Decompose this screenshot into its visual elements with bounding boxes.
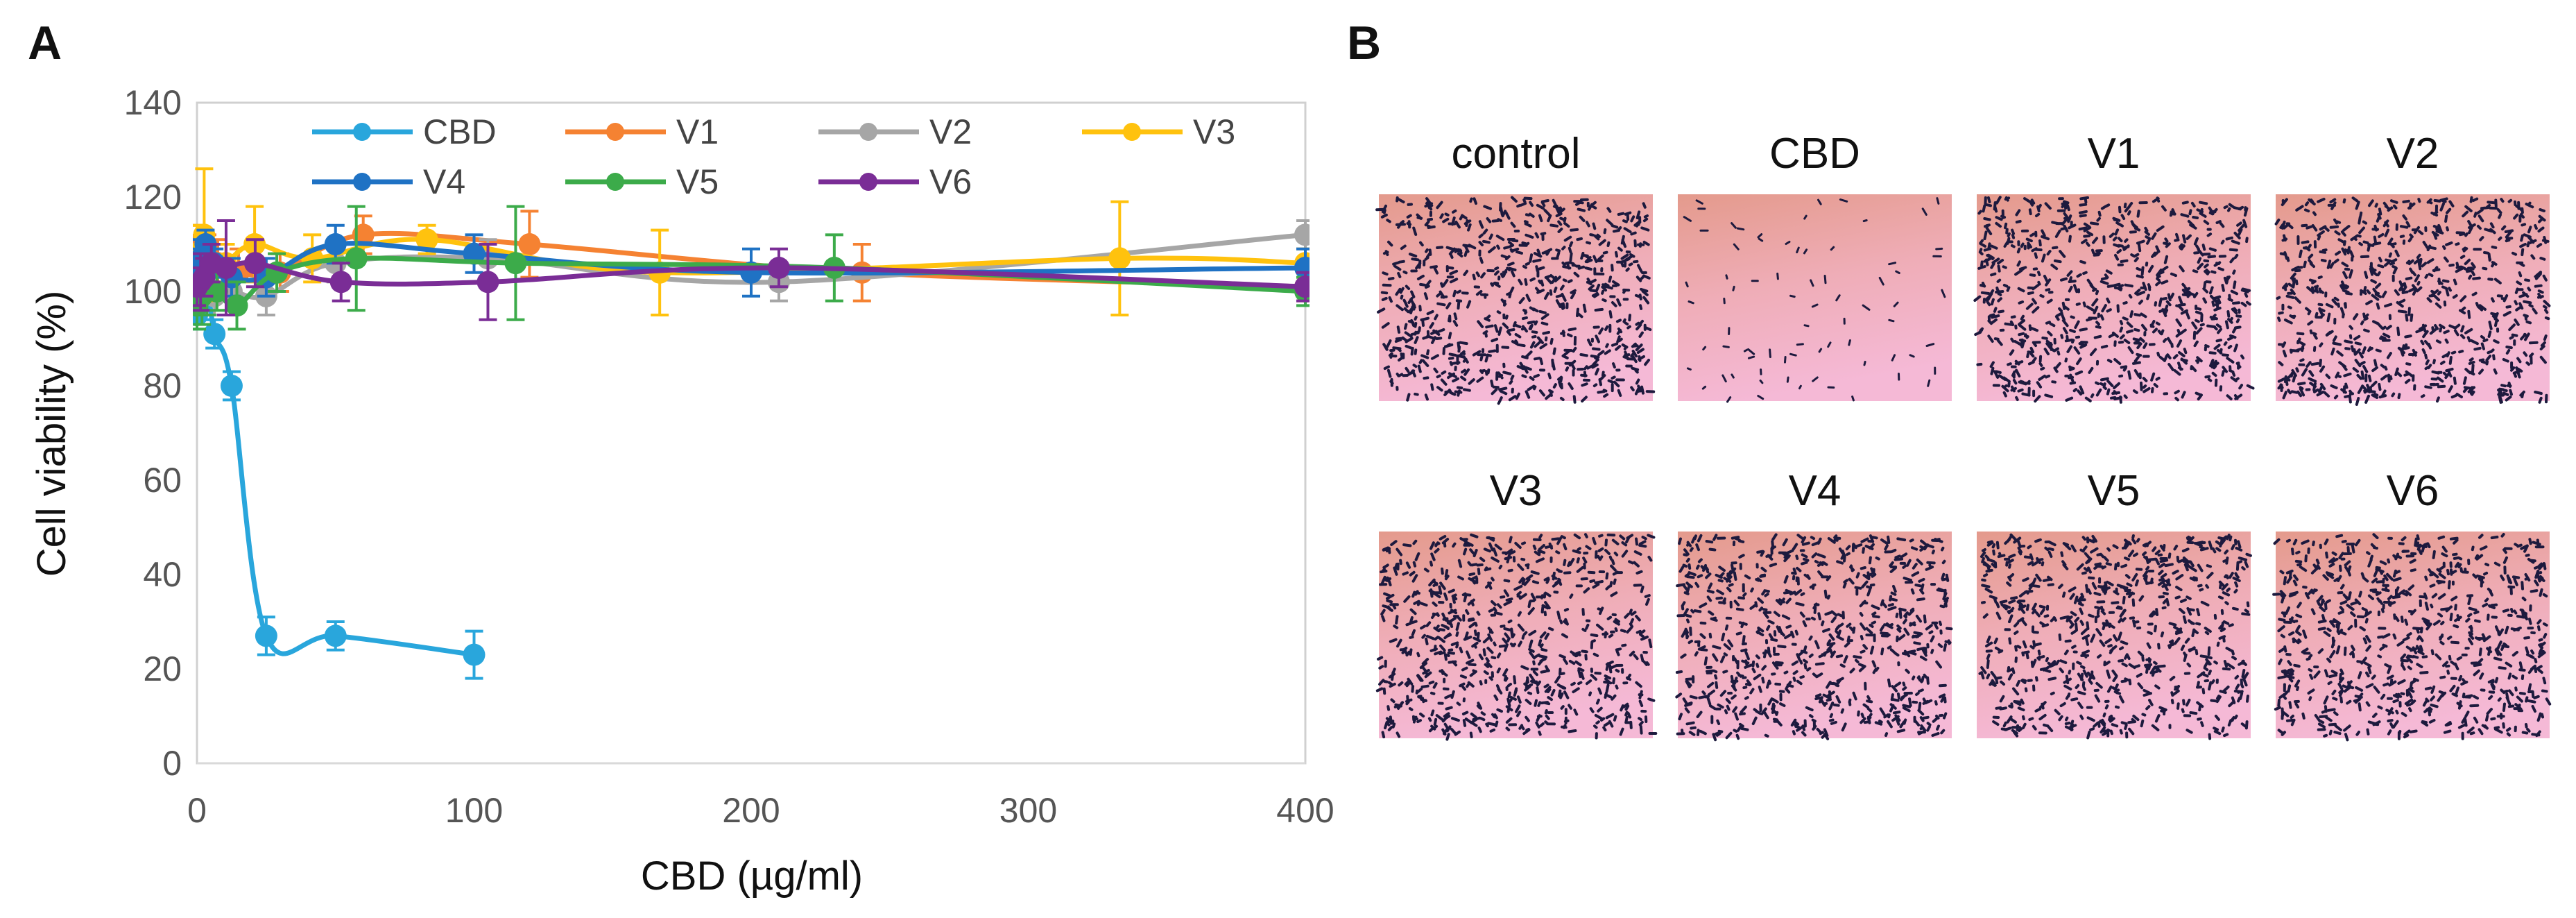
data-point-v2 <box>1294 223 1310 246</box>
data-point-cbd <box>255 624 277 647</box>
legend-label-v3: V3 <box>1193 112 1235 151</box>
x-tick-label: 200 <box>722 791 780 830</box>
legend-label-v2: V2 <box>929 112 972 151</box>
data-point-v5 <box>504 252 527 275</box>
stained-cells <box>2272 533 2552 742</box>
y-tick-label: 120 <box>124 178 182 216</box>
y-tick-label: 40 <box>143 555 182 594</box>
data-point-v5 <box>345 247 368 270</box>
y-tick-label: 100 <box>124 272 182 311</box>
legend-marker-v1 <box>606 123 624 141</box>
well-label: V4 <box>1789 467 1841 515</box>
legend-marker-v3 <box>1123 123 1141 141</box>
well-v1: V1 <box>1973 130 2255 404</box>
viability-chart: 0 20 40 60 80 100 120 140 0 100 200 300 400 CBD (µg… <box>29 83 1334 899</box>
data-point-cbd <box>463 643 486 666</box>
y-tick-label: 60 <box>143 461 182 500</box>
well-images: control CBD V1 V2 V3 V4 V5 V6 <box>1375 130 2552 742</box>
plot-area <box>196 101 1307 765</box>
data-point-v3 <box>415 228 438 251</box>
stained-cells <box>2274 196 2551 406</box>
series-layer <box>193 167 1310 680</box>
series-v6 <box>193 219 1310 321</box>
data-point-v4 <box>463 242 486 265</box>
legend-marker-v6 <box>859 173 877 191</box>
micrograph-v2 <box>2276 194 2550 401</box>
data-point-v1 <box>518 233 541 255</box>
x-axis-ticks: 0 100 200 300 400 <box>187 791 1334 830</box>
y-axis-ticks: 0 20 40 60 80 100 120 140 <box>124 83 182 783</box>
well-v2: V2 <box>2274 130 2551 406</box>
x-tick-label: 100 <box>445 791 503 830</box>
legend-marker-v4 <box>353 173 371 191</box>
legend-label-v6: V6 <box>929 162 972 201</box>
well-label: V1 <box>2088 130 2140 178</box>
well-cbd: CBD <box>1678 130 1952 403</box>
stained-cells <box>1375 533 1658 741</box>
micrograph-control <box>1379 194 1653 401</box>
legend-label-v1: V1 <box>676 112 719 151</box>
micrograph-v1 <box>1977 194 2251 401</box>
x-tick-label: 400 <box>1276 791 1334 830</box>
panel-letter-b: B <box>1347 17 1381 69</box>
well-label: control <box>1451 130 1580 178</box>
x-tick-label: 300 <box>999 791 1057 830</box>
data-point-cbd <box>203 323 226 346</box>
y-tick-label: 140 <box>124 83 182 122</box>
y-tick-label: 0 <box>162 744 182 783</box>
data-point-v6 <box>476 271 499 294</box>
data-point-cbd <box>220 375 243 397</box>
panel-letter-a: A <box>28 17 62 69</box>
well-control: control <box>1375 130 1656 405</box>
data-point-v6 <box>767 257 790 279</box>
stained-cells <box>1675 533 1953 742</box>
well-v3: V3 <box>1375 467 1658 741</box>
well-label: CBD <box>1769 130 1860 178</box>
stained-cells <box>1973 196 2255 404</box>
stained-cells <box>1978 533 2252 740</box>
data-point-v3 <box>1108 247 1131 270</box>
y-tick-label: 20 <box>143 649 182 688</box>
data-point-cbd <box>324 624 347 647</box>
legend-marker-cbd <box>353 123 371 141</box>
well-v5: V5 <box>1977 467 2252 740</box>
legend-label-cbd: CBD <box>423 112 497 151</box>
data-point-v6 <box>329 271 352 294</box>
data-point-v6 <box>1294 275 1310 298</box>
x-tick-label: 0 <box>187 791 207 830</box>
data-point-v5 <box>225 294 248 317</box>
well-label: V3 <box>1490 467 1543 515</box>
data-point-v4 <box>324 233 347 255</box>
legend-marker-v5 <box>606 173 624 191</box>
stained-cells <box>1683 197 1946 403</box>
data-point-v6 <box>214 257 237 279</box>
legend-label-v5: V5 <box>676 162 719 201</box>
legend-label-v4: V4 <box>423 162 465 201</box>
well-label: V2 <box>2387 130 2439 178</box>
well-label: V5 <box>2088 467 2140 515</box>
micrograph-cbd <box>1678 194 1952 401</box>
stained-cells <box>1375 196 1656 405</box>
legend-marker-v2 <box>859 123 877 141</box>
y-axis-title: Cell viability (%) <box>29 291 74 577</box>
legend: CBD V1 V2 V3 V4 V5 V6 <box>312 112 1235 201</box>
well-v6: V6 <box>2272 467 2552 742</box>
y-tick-label: 80 <box>143 366 182 405</box>
data-point-v6 <box>243 252 266 275</box>
well-v4: V4 <box>1675 467 1953 742</box>
well-label: V6 <box>2387 467 2439 515</box>
x-axis-title: CBD (µg/ml) <box>641 853 863 899</box>
